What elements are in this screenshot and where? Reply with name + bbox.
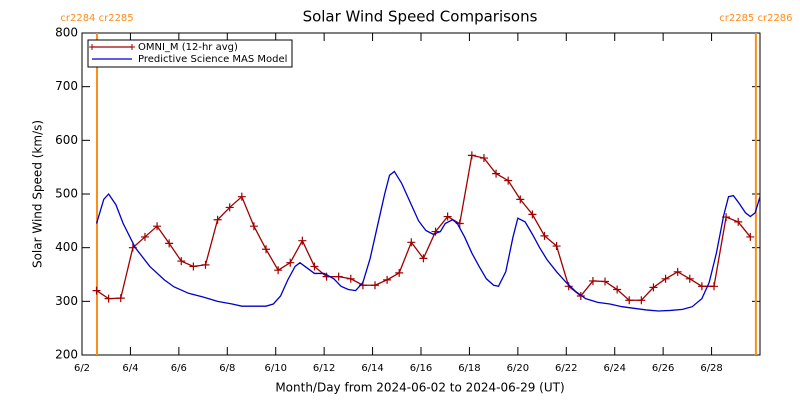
x-tick-label: 6/8 (219, 363, 235, 374)
y-tick-label: 600 (55, 133, 78, 147)
y-tick-label: 700 (55, 79, 78, 93)
data-point (310, 262, 319, 271)
x-tick-label: 6/6 (171, 363, 187, 374)
x-tick-label: 6/16 (410, 363, 432, 374)
data-point (661, 274, 670, 283)
chart-title: Solar Wind Speed Comparisons (303, 8, 538, 26)
data-point (576, 291, 585, 300)
data-point (697, 282, 706, 291)
x-axis-label: Month/Day from 2024-06-02 to 2024-06-29 … (275, 381, 564, 395)
data-point (225, 203, 234, 212)
data-point (746, 232, 755, 241)
legend-marker (89, 44, 95, 50)
data-point (274, 266, 283, 275)
x-tick-label: 6/2 (74, 363, 90, 374)
data-point (116, 294, 125, 303)
data-point (189, 262, 198, 271)
data-point (201, 260, 210, 269)
data-point (153, 222, 162, 231)
x-tick-label: 6/10 (264, 363, 286, 374)
data-point (588, 276, 597, 285)
x-tick-label: 6/28 (700, 363, 722, 374)
data-point (419, 254, 428, 263)
legend-box (87, 39, 293, 68)
data-point (213, 215, 222, 224)
data-point (516, 195, 525, 204)
boundary-label: cr2284 cr2285 (60, 13, 133, 24)
data-point (528, 210, 537, 219)
data-point (649, 283, 658, 292)
data-point (552, 242, 561, 251)
data-point (298, 236, 307, 245)
data-point (625, 296, 634, 305)
data-point (237, 192, 246, 201)
data-point (673, 267, 682, 276)
data-point (431, 227, 440, 236)
data-point (479, 154, 488, 163)
data-point (492, 169, 501, 178)
y-tick-label: 200 (55, 348, 78, 362)
legend-label: Predictive Science MAS Model (138, 54, 287, 65)
data-point (249, 222, 258, 231)
x-tick-label: 6/22 (555, 363, 577, 374)
data-point (262, 245, 271, 254)
data-point (383, 275, 392, 284)
data-point (685, 274, 694, 283)
data-point (407, 238, 416, 247)
data-point (443, 212, 452, 221)
x-tick-label: 6/20 (507, 363, 529, 374)
data-point (370, 281, 379, 290)
y-tick-label: 400 (55, 240, 78, 254)
data-point (734, 217, 743, 226)
data-point (177, 257, 186, 266)
x-tick-label: 6/4 (122, 363, 138, 374)
x-tick-label: 6/18 (458, 363, 480, 374)
data-point (334, 272, 343, 281)
y-axis-label: Solar Wind Speed (km/s) (31, 120, 45, 268)
data-point (395, 268, 404, 277)
data-point (540, 231, 549, 240)
data-point (92, 286, 101, 295)
data-point (140, 232, 149, 241)
data-point (613, 285, 622, 294)
legend-label: OMNI_M (12-hr avg) (138, 42, 238, 53)
x-tick-label: 6/26 (652, 363, 674, 374)
plot-frame (81, 32, 761, 356)
data-point (346, 274, 355, 283)
boundary-label: cr2285 cr2286 (719, 13, 792, 24)
x-tick-label: 6/24 (603, 363, 625, 374)
data-point (637, 296, 646, 305)
y-tick-label: 300 (55, 294, 78, 308)
x-tick-label: 6/12 (313, 363, 335, 374)
data-point (467, 151, 476, 160)
data-point (564, 282, 573, 291)
x-tick-label: 6/14 (361, 363, 383, 374)
data-point (104, 294, 113, 303)
data-point (504, 176, 513, 185)
y-tick-label: 500 (55, 187, 78, 201)
legend-marker (129, 44, 135, 50)
data-point (709, 282, 718, 291)
series-line (95, 170, 761, 312)
y-tick-label: 800 (55, 26, 78, 40)
data-point (165, 239, 174, 248)
data-point (286, 258, 295, 267)
data-point (601, 277, 610, 286)
